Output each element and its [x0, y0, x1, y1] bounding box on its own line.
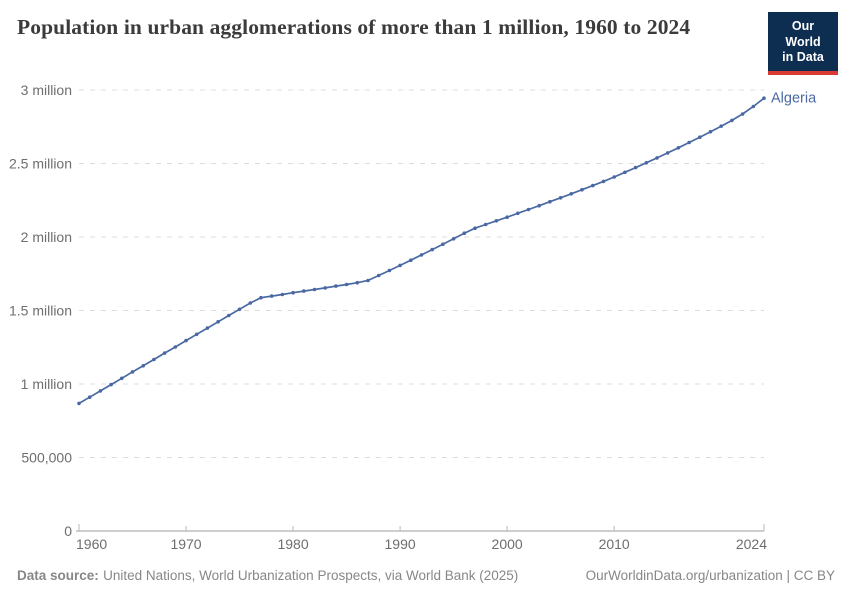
owid-logo-line1: Our World: [785, 19, 821, 49]
chart-header: Population in urban agglomerations of mo…: [17, 12, 838, 75]
data-point[interactable]: [302, 289, 306, 293]
data-point[interactable]: [87, 395, 92, 400]
data-point[interactable]: [312, 287, 317, 292]
data-point[interactable]: [505, 215, 509, 219]
series-end-label[interactable]: Algeria: [771, 91, 817, 107]
data-point[interactable]: [152, 357, 156, 362]
data-point[interactable]: [227, 313, 231, 318]
data-point[interactable]: [483, 222, 488, 227]
data-point[interactable]: [98, 389, 103, 393]
x-tick-label: 2010: [599, 536, 630, 552]
data-point[interactable]: [184, 338, 188, 343]
data-point[interactable]: [237, 307, 242, 312]
x-tick-label: 1980: [277, 536, 308, 552]
chart-footer: Data source: United Nations, World Urbani…: [17, 568, 835, 583]
data-point[interactable]: [655, 156, 659, 160]
data-point[interactable]: [687, 140, 691, 145]
data-point[interactable]: [751, 104, 756, 109]
data-point[interactable]: [409, 258, 413, 263]
data-point[interactable]: [730, 118, 734, 123]
y-tick-label: 500,000: [21, 450, 72, 466]
data-point[interactable]: [462, 231, 467, 235]
data-point[interactable]: [430, 247, 435, 252]
data-point[interactable]: [366, 278, 370, 283]
data-point[interactable]: [665, 151, 670, 155]
data-point[interactable]: [698, 135, 702, 139]
x-tick-label: 1960: [76, 536, 107, 552]
data-source-note: Data source: United Nations, World Urbani…: [17, 568, 518, 583]
y-tick-label: 2.5 million: [9, 156, 72, 172]
data-point[interactable]: [141, 364, 145, 368]
data-point[interactable]: [580, 187, 584, 192]
data-point[interactable]: [323, 286, 328, 290]
data-point[interactable]: [173, 345, 178, 349]
data-point[interactable]: [601, 179, 606, 184]
data-point[interactable]: [398, 263, 402, 268]
data-point[interactable]: [623, 170, 627, 175]
data-point[interactable]: [194, 332, 199, 337]
data-point[interactable]: [633, 165, 638, 170]
credit-link[interactable]: OurWorldinData.org/urbanization | CC BY: [585, 568, 835, 583]
data-point[interactable]: [526, 207, 531, 212]
x-axis: 1960 1970 1980 1990 2000 2010 2024: [76, 524, 767, 552]
y-axis: 0 500,000 1 million 1.5 million 2 million 2.5…: [9, 82, 764, 539]
data-point[interactable]: [441, 242, 445, 246]
data-point[interactable]: [248, 301, 253, 305]
data-point[interactable]: [451, 237, 456, 241]
series-algeria[interactable]: Algeria: [77, 91, 817, 406]
y-tick-label: 0: [64, 523, 72, 539]
data-point[interactable]: [291, 290, 295, 295]
y-tick-label: 3 million: [21, 82, 72, 98]
data-point[interactable]: [216, 320, 220, 324]
data-point[interactable]: [77, 401, 81, 406]
owid-logo[interactable]: Our World in Data: [768, 12, 838, 75]
data-point[interactable]: [205, 326, 210, 330]
data-point[interactable]: [280, 292, 285, 297]
data-source-label: Data source:: [17, 568, 99, 583]
data-point[interactable]: [120, 376, 124, 381]
x-tick-label: 1970: [170, 536, 201, 552]
data-point[interactable]: [708, 129, 713, 134]
x-tick-label: 1990: [385, 536, 416, 552]
data-point[interactable]: [494, 219, 499, 223]
data-point[interactable]: [259, 295, 263, 300]
data-point[interactable]: [269, 294, 274, 298]
data-point[interactable]: [516, 211, 520, 216]
data-point[interactable]: [387, 268, 392, 273]
data-point[interactable]: [537, 203, 541, 208]
x-tick-label: 2000: [492, 536, 523, 552]
series-line[interactable]: [78, 97, 765, 405]
y-tick-label: 1.5 million: [9, 303, 72, 319]
data-point[interactable]: [762, 96, 766, 100]
data-source-text: United Nations, World Urbanization Prosp…: [103, 568, 519, 583]
y-tick-label: 1 million: [21, 376, 72, 392]
data-point[interactable]: [740, 112, 745, 116]
data-point[interactable]: [130, 370, 135, 374]
data-point[interactable]: [334, 284, 338, 288]
data-point[interactable]: [676, 146, 681, 150]
data-point[interactable]: [109, 382, 113, 387]
data-point[interactable]: [548, 199, 552, 204]
data-point[interactable]: [558, 196, 563, 200]
chart-title: Population in urban agglomerations of mo…: [17, 15, 691, 39]
data-point[interactable]: [719, 124, 723, 128]
data-point[interactable]: [612, 175, 616, 179]
data-point[interactable]: [569, 192, 574, 196]
owid-logo-line2: in Data: [782, 50, 824, 64]
data-point[interactable]: [376, 273, 381, 278]
data-point[interactable]: [644, 161, 649, 165]
data-point[interactable]: [162, 351, 167, 355]
data-point[interactable]: [473, 226, 477, 230]
data-point[interactable]: [355, 280, 360, 285]
y-tick-label: 2 million: [21, 229, 72, 245]
data-point[interactable]: [591, 183, 595, 188]
data-point[interactable]: [344, 282, 349, 287]
data-point[interactable]: [419, 253, 424, 257]
x-tick-label: 2024: [736, 536, 767, 552]
